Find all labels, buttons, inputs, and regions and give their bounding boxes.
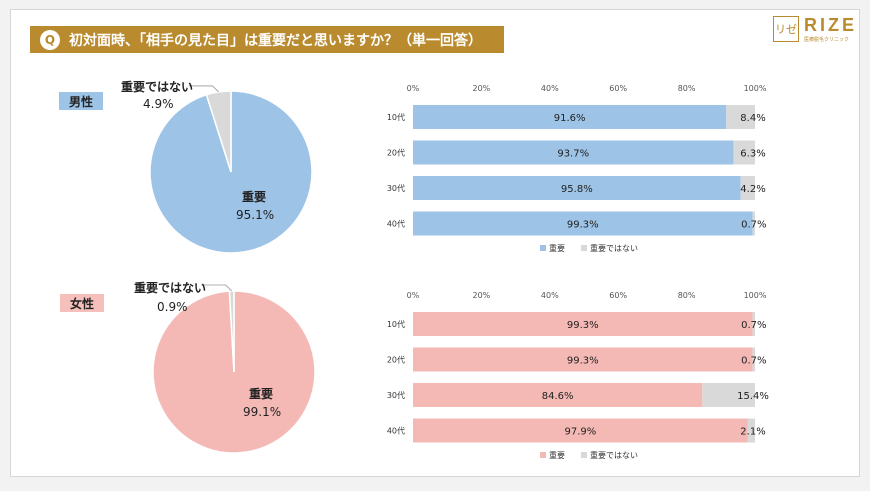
female-xtick-label: 0% — [407, 291, 420, 300]
male-xtick-label: 40% — [541, 84, 559, 93]
female-xtick-label: 20% — [473, 291, 491, 300]
pie-male-minor-value: 4.9% — [143, 97, 174, 111]
pie-female-major-label: 重要 — [249, 387, 274, 401]
male-bar-important — [413, 211, 753, 236]
male-data-label-important: 99.3% — [567, 220, 599, 231]
female-xtick-label: 80% — [678, 291, 696, 300]
female-legend-important: 重要 — [549, 450, 565, 460]
female-bar-not-important — [747, 418, 755, 443]
question-icon: Q — [40, 29, 60, 50]
male-data-label-important: 93.7% — [557, 149, 589, 160]
male-bar-not-important — [733, 140, 755, 165]
male-category-label: 40代 — [387, 219, 405, 229]
pie-male-major-value: 95.1% — [236, 208, 275, 222]
male-data-label-not-important: 0.7% — [741, 220, 766, 231]
female-bar-important — [413, 383, 703, 407]
brand-name: RIZE — [804, 15, 858, 35]
male-bar-important — [413, 176, 741, 200]
male-bar-not-important — [740, 176, 755, 200]
female-data-label-important: 97.9% — [565, 427, 597, 438]
segment-badge-male: 男性 — [59, 92, 103, 110]
male-data-label-not-important: 4.2% — [740, 184, 765, 195]
pie-male-minor-label: 重要ではない — [121, 80, 194, 94]
female-bar-important — [413, 418, 748, 443]
female-data-label-not-important: 0.7% — [741, 320, 766, 331]
female-bar-not-important — [752, 347, 755, 372]
female-xtick-label: 100% — [744, 291, 767, 300]
male-category-label: 10代 — [387, 112, 405, 122]
female-bar-important — [413, 312, 753, 336]
female-category-label: 10代 — [387, 319, 405, 329]
female-bar-not-important — [752, 312, 755, 336]
male-data-label-not-important: 6.3% — [740, 149, 765, 160]
male-bar-not-important — [726, 105, 755, 129]
female-xtick-label: 40% — [541, 291, 559, 300]
pie-female-minor-label: 重要ではない — [134, 281, 207, 295]
male-legend-swatch-not-important — [581, 245, 587, 251]
female-legend-not-important: 重要ではない — [590, 450, 638, 460]
female-category-label: 40代 — [387, 426, 405, 436]
brand-mark: リゼ — [773, 16, 799, 42]
male-bar-not-important — [752, 211, 755, 236]
male-category-label: 20代 — [387, 148, 405, 158]
pie-male-major-label: 重要 — [242, 190, 267, 204]
segment-badge-female: 女性 — [60, 294, 104, 312]
pie-female-minor-value: 0.9% — [157, 300, 188, 314]
male-data-label-important: 95.8% — [561, 184, 593, 195]
brand-tagline: 医療脱毛クリニック — [804, 37, 850, 43]
male-bar-important — [413, 140, 734, 165]
brand-logo: リゼ RIZE 医療脱毛クリニック — [773, 16, 857, 43]
question-header: Q 初対面時、「相手の見た目」は重要だと思いますか？（単一回答） — [30, 26, 504, 53]
female-data-label-not-important: 15.4% — [737, 391, 769, 402]
female-bar-not-important — [702, 383, 755, 407]
female-category-label: 30代 — [387, 390, 405, 400]
male-xtick-label: 0% — [407, 84, 420, 93]
male-bar-important — [413, 105, 727, 129]
male-data-label-not-important: 8.4% — [740, 113, 765, 124]
female-data-label-important: 84.6% — [542, 391, 574, 402]
female-data-label-important: 99.3% — [567, 320, 599, 331]
male-data-label-important: 91.6% — [554, 113, 586, 124]
question-text: 初対面時、「相手の見た目」は重要だと思いますか？（単一回答） — [69, 32, 482, 49]
male-xtick-label: 100% — [744, 84, 767, 93]
male-xtick-label: 20% — [473, 84, 491, 93]
female-data-label-not-important: 0.7% — [741, 356, 766, 367]
female-data-label-important: 99.3% — [567, 356, 599, 367]
female-category-label: 20代 — [387, 355, 405, 365]
female-data-label-not-important: 2.1% — [740, 427, 765, 438]
female-legend-swatch-important — [540, 452, 546, 458]
male-category-label: 30代 — [387, 183, 405, 193]
female-legend-swatch-not-important — [581, 452, 587, 458]
pie-female-major-value: 99.1% — [243, 405, 282, 419]
male-xtick-label: 60% — [609, 84, 627, 93]
male-legend-important: 重要 — [549, 243, 565, 253]
female-bar-important — [413, 347, 753, 372]
male-legend-swatch-important — [540, 245, 546, 251]
male-xtick-label: 80% — [678, 84, 696, 93]
male-legend-not-important: 重要ではない — [590, 243, 638, 253]
female-xtick-label: 60% — [609, 291, 627, 300]
